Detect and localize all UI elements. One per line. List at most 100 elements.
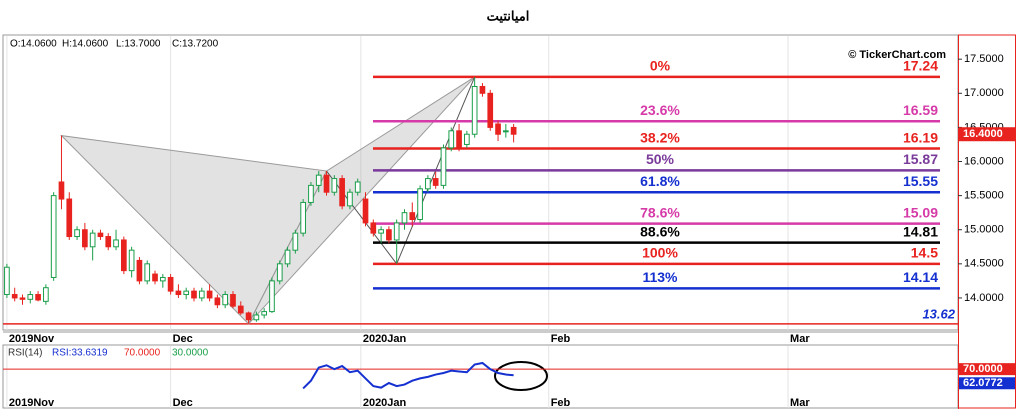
candle-body bbox=[222, 294, 229, 306]
candle-body bbox=[159, 276, 166, 282]
x-tick-label: 2019Nov bbox=[9, 397, 55, 409]
title-bar bbox=[0, 0, 1017, 34]
candle-body bbox=[128, 249, 135, 272]
rsi-legend: RSI(14) bbox=[8, 348, 42, 359]
candle-body bbox=[214, 297, 221, 306]
highlight-circle bbox=[494, 361, 548, 391]
candle-body bbox=[261, 311, 268, 316]
candle-body bbox=[378, 229, 384, 234]
y-tick-label: 14.5000 bbox=[964, 258, 1004, 270]
last-price-label: 16.4000 bbox=[963, 128, 1003, 140]
ohlc-h: H:14.0600 bbox=[62, 39, 109, 50]
x-tick-label: 2019Nov bbox=[9, 333, 55, 345]
candle-body bbox=[230, 294, 236, 307]
y-tick-label: 14.0000 bbox=[964, 292, 1004, 304]
x-tick-label: Dec bbox=[173, 397, 193, 409]
fib-value: 14.14 bbox=[903, 269, 938, 285]
candle-body bbox=[347, 191, 353, 207]
rsi-legend: RSI:33.6319 bbox=[52, 348, 108, 359]
candle-body bbox=[425, 178, 431, 190]
x-tick-label: Mar bbox=[790, 397, 810, 409]
candle-body bbox=[105, 236, 112, 248]
candle-body bbox=[401, 212, 408, 224]
candle-body bbox=[66, 198, 73, 238]
rsi-level-tag bbox=[959, 363, 1015, 376]
y-tick-label: 15.0000 bbox=[964, 224, 1004, 236]
y-tick-label: 16.0000 bbox=[964, 155, 1004, 167]
candle-body bbox=[237, 305, 244, 314]
fib-percent: 61.8% bbox=[640, 173, 680, 189]
x-tick-label: Mar bbox=[790, 333, 810, 345]
candle-body bbox=[354, 181, 361, 193]
x-tick-label: 2020Jan bbox=[363, 333, 407, 345]
candle-body bbox=[300, 201, 306, 234]
candle-body bbox=[253, 314, 260, 321]
candle-body bbox=[120, 239, 127, 272]
fib-percent: 23.6% bbox=[640, 102, 680, 118]
fib-percent: 113% bbox=[642, 269, 678, 285]
candle-body bbox=[362, 198, 369, 224]
fib-percent: 50% bbox=[646, 151, 675, 167]
candle-body bbox=[50, 195, 57, 278]
candle-body bbox=[19, 297, 26, 300]
candle-body bbox=[89, 232, 96, 248]
candle-body bbox=[331, 178, 338, 193]
x-tick-label: Dec bbox=[173, 333, 193, 345]
rsi-last-label: 62.0772 bbox=[963, 377, 1003, 389]
candle-body bbox=[448, 130, 455, 149]
fib-value: 15.55 bbox=[903, 173, 938, 189]
candle-body bbox=[35, 294, 41, 301]
fib-percent: 100% bbox=[642, 245, 678, 261]
fib-value: 15.09 bbox=[903, 204, 938, 220]
fib-value: 14.5 bbox=[911, 245, 938, 261]
candle-body bbox=[183, 290, 190, 296]
candle-body bbox=[308, 184, 314, 203]
candle-body bbox=[152, 273, 158, 282]
candle-body bbox=[370, 222, 377, 234]
candle-body bbox=[175, 290, 182, 296]
candle-body bbox=[27, 294, 34, 300]
low-marker-label: 13.62 bbox=[922, 306, 955, 321]
x-tick-label: Feb bbox=[551, 333, 571, 345]
rsi-level-label: 70.0000 bbox=[963, 363, 1003, 375]
axis-frame bbox=[958, 34, 1016, 409]
fib-value: 16.59 bbox=[903, 102, 938, 118]
candle-body bbox=[136, 259, 143, 282]
y-tick-label: 15.5000 bbox=[964, 190, 1004, 202]
candle-body bbox=[510, 126, 517, 135]
candle-body bbox=[4, 266, 10, 296]
candle-body bbox=[284, 249, 291, 265]
fib-value: 17.24 bbox=[903, 58, 938, 74]
candle-body bbox=[487, 92, 494, 128]
fib-percent: 78.6% bbox=[640, 204, 680, 220]
candle-body bbox=[11, 294, 18, 299]
candle-body bbox=[245, 312, 252, 321]
candle-body bbox=[323, 174, 330, 193]
candle-body bbox=[113, 239, 119, 248]
candle-body bbox=[479, 85, 486, 94]
candle-body bbox=[386, 229, 392, 241]
fib-percent: 38.2% bbox=[640, 129, 680, 145]
candle-body bbox=[495, 123, 501, 135]
candle-body bbox=[58, 181, 65, 200]
candle-body bbox=[464, 133, 470, 145]
watermark: © TickerChart.com bbox=[848, 49, 946, 61]
fib-value: 15.87 bbox=[903, 151, 938, 167]
candle-body bbox=[417, 188, 423, 220]
candle-body bbox=[432, 178, 439, 186]
x-tick-label: 2020Jan bbox=[363, 397, 407, 409]
fib-value: 16.19 bbox=[903, 129, 938, 145]
candle-body bbox=[269, 280, 275, 313]
candle-body bbox=[82, 229, 88, 248]
rsi-legend: 30.0000 bbox=[172, 348, 209, 359]
candle-body bbox=[502, 130, 509, 133]
ohlc-l: L:13.7000 bbox=[116, 39, 161, 50]
candle-body bbox=[206, 290, 213, 299]
candle-body bbox=[471, 85, 478, 135]
candle-body bbox=[74, 229, 80, 238]
fib-percent: 0% bbox=[650, 58, 671, 74]
y-tick-label: 17.0000 bbox=[964, 87, 1004, 99]
ohlc-o: O:14.0600 bbox=[10, 39, 57, 50]
candle-body bbox=[292, 232, 299, 251]
